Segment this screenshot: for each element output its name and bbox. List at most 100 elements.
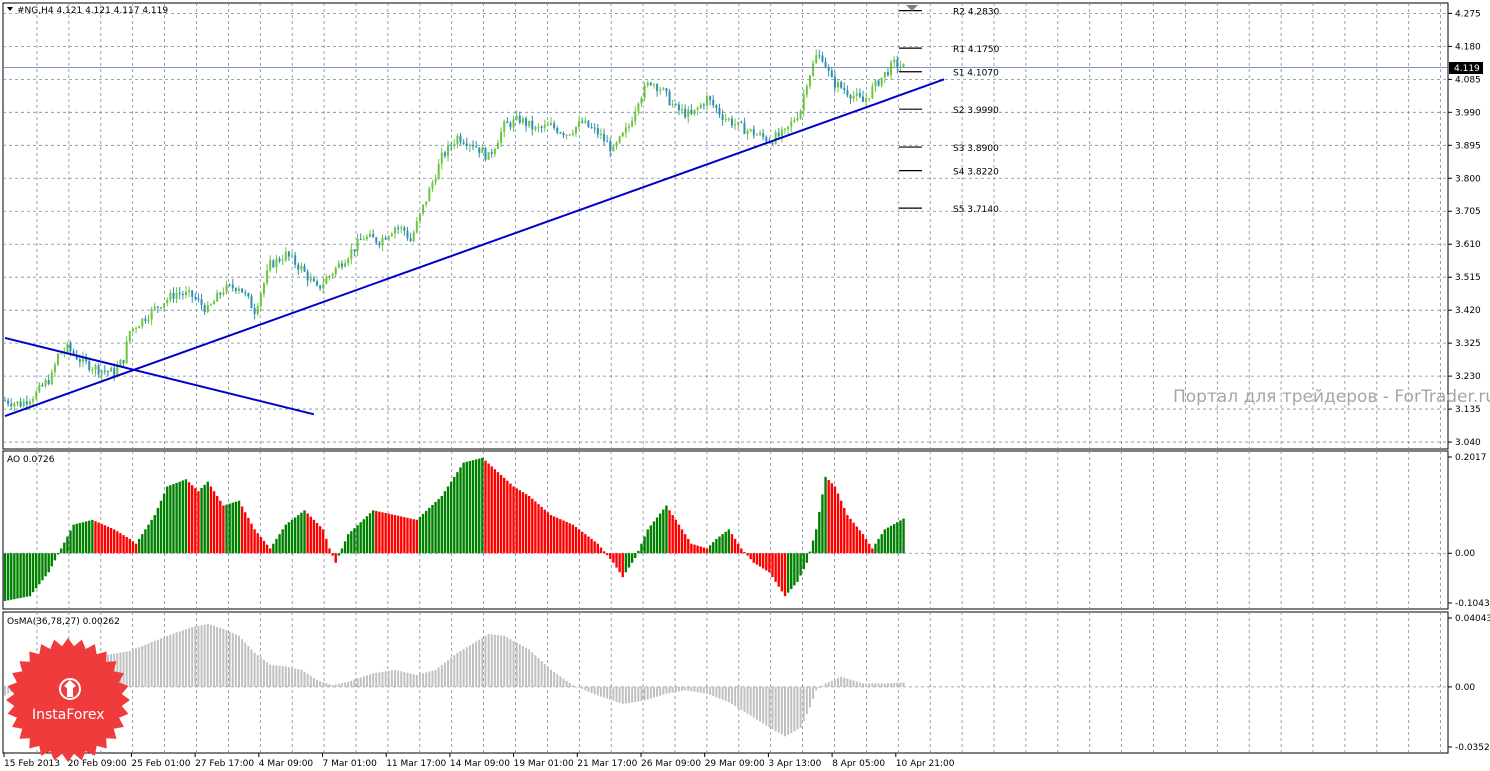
osma-tick-label: 0.00 [1455, 683, 1475, 693]
osma-bar [484, 635, 487, 687]
osma-bar [662, 686, 665, 695]
candle-body [868, 98, 871, 100]
candle-body [153, 306, 156, 310]
ao-bar [871, 548, 874, 554]
ao-bar [568, 523, 571, 554]
ao-bar [390, 514, 394, 554]
ao-bar [730, 534, 734, 554]
candle-body [47, 380, 50, 384]
osma-bar [871, 683, 874, 687]
candle-body [637, 103, 640, 112]
osma-bar [316, 680, 318, 687]
ao-bar [671, 515, 674, 554]
ao-bar [259, 537, 263, 554]
ao-bar [318, 526, 322, 554]
ao-bar [808, 551, 812, 554]
candle-body [175, 292, 178, 299]
candle-body [478, 147, 481, 153]
osma-bar [175, 632, 178, 687]
ao-bar [134, 543, 138, 554]
osma-bar [328, 684, 331, 687]
ao-bar [899, 520, 902, 554]
candle-body [25, 401, 28, 405]
candle-body [865, 98, 868, 102]
price-tick-label: 3.420 [1455, 306, 1481, 316]
ao-bar [393, 515, 397, 554]
osma-bar [793, 686, 796, 732]
candle-body [297, 264, 300, 270]
ao-bar [371, 510, 375, 554]
ao-histogram [3, 457, 905, 601]
osma-bar [534, 655, 537, 687]
candle-body [821, 55, 824, 62]
candle-body [556, 127, 559, 133]
osma-bar [668, 686, 671, 694]
time-tick-label: 3 Apr 13:00 [768, 759, 821, 769]
osma-bar [890, 683, 893, 687]
candle-body [213, 301, 216, 305]
candle-body [805, 86, 808, 95]
osma-bar [350, 680, 353, 687]
osma-bar [468, 645, 471, 687]
candle-body [593, 127, 596, 129]
candle-body [618, 136, 621, 143]
time-tick-label: 14 Mar 09:00 [450, 759, 510, 769]
ao-bar [191, 485, 194, 554]
osma-bar [206, 623, 209, 687]
candle-body [599, 134, 602, 136]
osma-bar [837, 678, 840, 687]
candle-body [284, 251, 287, 261]
osma-bar [375, 672, 378, 687]
ao-bar [755, 553, 759, 565]
candle-body [515, 115, 518, 120]
osma-bar [172, 633, 175, 687]
candle-body [141, 318, 144, 327]
ao-bar [796, 553, 799, 582]
ao-bar [618, 553, 621, 573]
candle-body [200, 299, 203, 306]
osma-bar [771, 686, 774, 730]
ao-bar [244, 512, 247, 554]
ao-bar [705, 548, 709, 554]
candle-body [699, 104, 702, 109]
osma-bar [150, 642, 153, 687]
osma-bar [587, 686, 590, 692]
candle-body [231, 284, 234, 289]
ao-bar [309, 516, 312, 554]
candle-body [291, 255, 294, 257]
chart-shift-marker-icon[interactable] [906, 5, 918, 11]
ao-bar [690, 543, 693, 554]
ao-bar [674, 519, 677, 554]
price-tick-label: 3.705 [1455, 207, 1481, 217]
ao-bar [350, 531, 353, 554]
ao-bar [793, 553, 796, 586]
osma-bar [135, 648, 138, 687]
osma-bar [447, 660, 450, 687]
candle-body [883, 72, 886, 78]
candle-body [578, 121, 581, 127]
ao-bar [418, 516, 422, 554]
osma-bar [478, 639, 481, 687]
ao-bar [119, 533, 122, 554]
osma-bar [902, 682, 905, 687]
osma-bar [194, 626, 197, 687]
ao-bar [28, 553, 32, 597]
ao-bar [100, 523, 103, 554]
osma-bar [849, 679, 852, 687]
osma-bar [830, 680, 833, 687]
ao-bar [3, 553, 7, 601]
candle-body [543, 124, 546, 128]
osma-bar [262, 659, 265, 687]
candle-body [624, 127, 627, 133]
osma-bar [606, 686, 609, 699]
dropdown-arrow-icon[interactable] [7, 7, 13, 11]
osma-bar [481, 637, 484, 687]
candle-body [643, 85, 646, 99]
osma-bar [415, 674, 418, 687]
candle-body [259, 293, 262, 307]
candle-body [78, 359, 81, 362]
osma-bar [347, 681, 350, 687]
candle-body [721, 114, 724, 120]
candle-body [428, 188, 431, 202]
